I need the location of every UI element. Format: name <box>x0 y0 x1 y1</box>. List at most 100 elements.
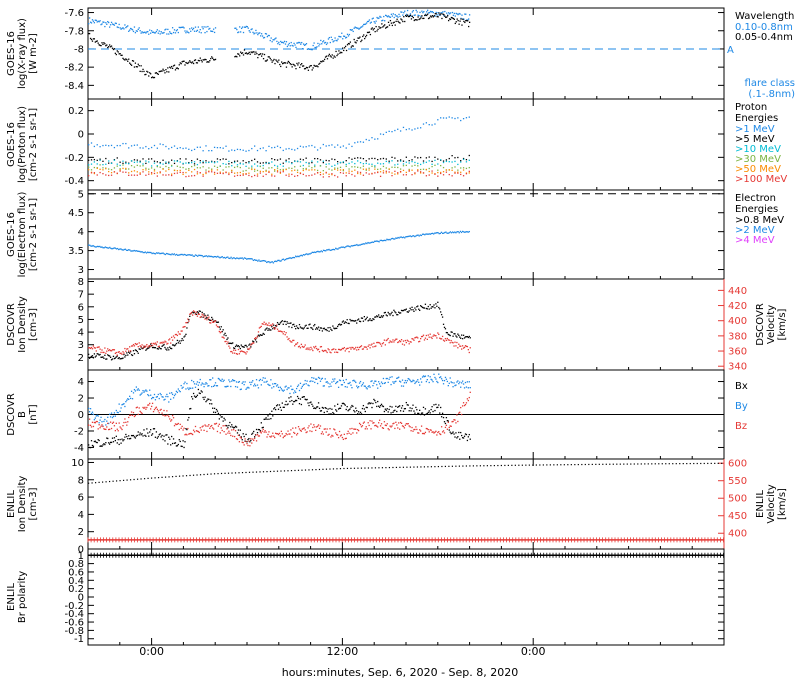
data-point <box>286 433 288 436</box>
data-point <box>318 45 320 47</box>
data-point <box>131 29 134 31</box>
data-point <box>303 44 306 46</box>
data-point <box>101 481 104 483</box>
data-point <box>150 30 153 32</box>
y2-tick-label: 380 <box>728 331 747 342</box>
data-point <box>122 142 124 145</box>
data-point <box>379 168 382 170</box>
data-point <box>397 128 399 130</box>
data-point <box>199 28 201 31</box>
y-tick-label: 3 <box>78 265 84 276</box>
data-point <box>170 444 172 446</box>
data-point <box>316 349 319 351</box>
data-point <box>428 410 430 412</box>
data-point <box>191 62 193 64</box>
data-point <box>262 332 264 335</box>
data-point <box>414 307 416 309</box>
data-point <box>171 27 174 29</box>
y-tick-label: 2 <box>78 527 84 538</box>
data-point <box>302 384 304 386</box>
series-ion-density <box>88 462 723 484</box>
data-point <box>385 409 387 411</box>
data-point <box>384 20 386 22</box>
data-point <box>461 338 464 340</box>
data-point <box>430 408 432 411</box>
data-point <box>128 58 130 60</box>
data-point <box>139 348 141 351</box>
data-point <box>454 333 456 335</box>
data-point <box>462 465 464 467</box>
data-point <box>334 174 336 177</box>
data-point <box>468 230 470 233</box>
data-point <box>179 147 181 149</box>
data-point <box>310 423 312 425</box>
data-point <box>182 386 184 388</box>
data-point <box>389 425 391 427</box>
data-point <box>319 174 322 176</box>
y2-tick-label: 400 <box>728 316 747 327</box>
data-point <box>205 171 207 173</box>
data-point <box>380 16 382 18</box>
data-point <box>161 434 163 437</box>
data-point <box>278 330 281 332</box>
data-point <box>202 316 204 318</box>
data-point <box>354 428 356 430</box>
data-point <box>120 28 122 30</box>
y-axis-title: ENLILBr polarity <box>6 571 28 623</box>
data-point <box>170 419 173 421</box>
data-point <box>125 58 127 60</box>
data-point <box>263 333 265 336</box>
data-point <box>159 392 161 395</box>
data-point <box>333 55 335 57</box>
data-point <box>272 415 274 417</box>
data-point <box>402 14 404 16</box>
data-point <box>176 147 179 150</box>
data-point <box>214 411 217 414</box>
data-point <box>275 324 278 326</box>
data-point <box>262 175 264 177</box>
data-point <box>442 174 445 176</box>
data-point <box>441 431 444 433</box>
data-point <box>423 433 426 435</box>
data-point <box>133 170 136 172</box>
data-point <box>290 341 292 343</box>
data-point <box>448 157 450 160</box>
data-point <box>453 345 455 347</box>
data-point <box>490 465 492 467</box>
data-point <box>94 417 96 419</box>
data-point <box>220 331 222 333</box>
data-point <box>88 32 91 35</box>
data-point <box>326 42 329 44</box>
data-point <box>241 345 243 348</box>
data-point <box>215 324 218 326</box>
data-point <box>171 253 173 255</box>
data-point <box>99 158 101 160</box>
data-point <box>447 420 449 422</box>
data-point <box>427 233 429 235</box>
data-point <box>322 350 324 353</box>
data-point <box>213 171 216 174</box>
data-point <box>108 46 110 48</box>
data-point <box>184 335 186 337</box>
data-point <box>446 332 449 334</box>
data-point <box>336 163 339 165</box>
data-point <box>222 329 224 331</box>
data-point <box>110 172 113 174</box>
y-axis-title: DSCOVRIon Density[cm-3] <box>6 296 39 353</box>
data-point <box>151 31 154 33</box>
data-point <box>386 408 388 410</box>
data-point <box>130 64 133 66</box>
data-point <box>302 43 305 45</box>
data-point <box>362 35 364 38</box>
data-point <box>153 408 156 411</box>
data-point <box>395 466 398 469</box>
data-point <box>356 243 358 246</box>
data-point <box>467 387 469 389</box>
data-point <box>226 343 228 345</box>
data-point <box>191 175 193 177</box>
data-point <box>252 259 255 262</box>
data-point <box>170 420 172 422</box>
data-point <box>170 146 173 149</box>
data-point <box>322 143 324 146</box>
data-point <box>186 321 188 324</box>
